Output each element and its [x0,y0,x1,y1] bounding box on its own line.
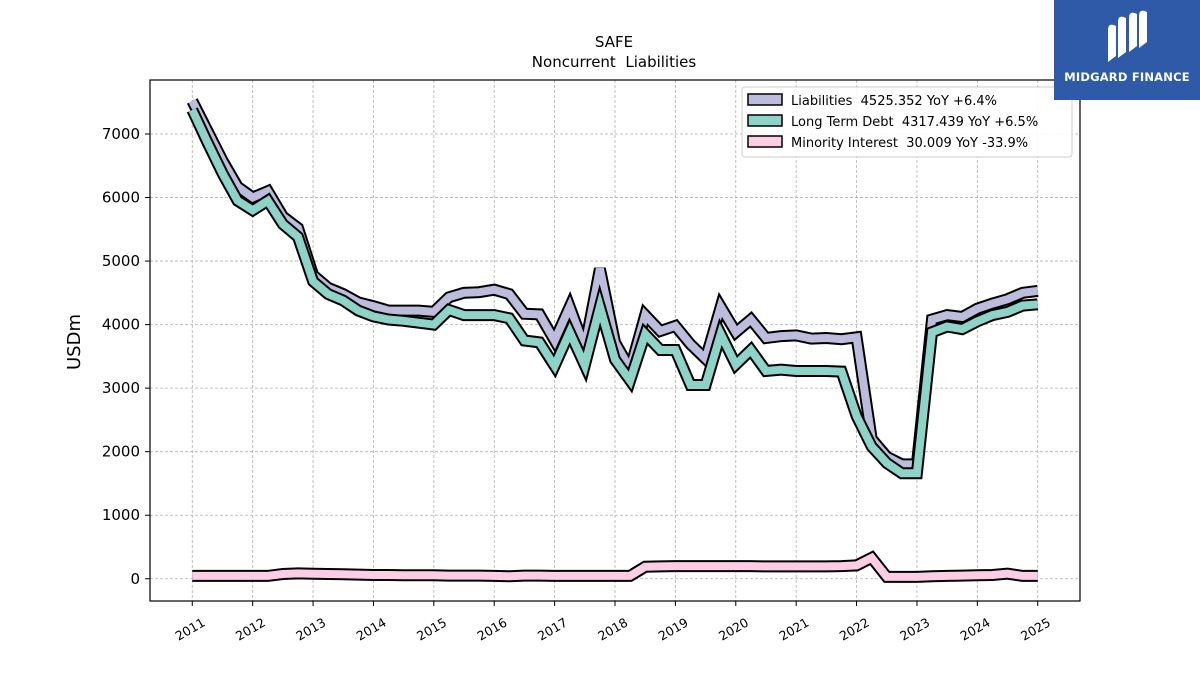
x-tick-label: 2024 [958,615,993,644]
x-tick-label: 2025 [1018,615,1053,644]
x-tick-label: 2019 [656,615,691,644]
legend-swatch-long-term-debt [747,114,783,127]
x-tick-label: 2016 [474,615,509,644]
legend-label-liabilities: Liabilities 4525.352 YoY +6.4% [791,94,997,109]
legend-entry: Minority Interest 30.009 YoY -33.9% [747,135,1028,151]
legend-swatch-liabilities [747,93,783,106]
legend-frame [741,86,1073,158]
logo-text: MIDGARD FINANCE [1064,70,1190,84]
x-tick-label: 2022 [837,615,872,644]
legend-label-minority-interest: Minority Interest 30.009 YoY -33.9% [791,136,1028,151]
x-tick-label: 2021 [776,615,811,644]
x-tick-label: 2018 [595,615,630,644]
legend-label-long-term-debt: Long Term Debt 4317.439 YoY +6.5% [791,115,1038,130]
legend: Liabilities 4525.352 YoY +6.4% Long Term… [741,86,1073,158]
y-tick-label: 4000 [102,316,140,334]
x-tick-label: 2012 [233,615,268,644]
x-tick-label: 2023 [897,615,932,644]
x-tick-label: 2015 [414,615,449,644]
legend-swatch-minority-interest [747,135,783,148]
x-tick-label: 2020 [716,615,751,644]
x-tick-label: 2014 [354,615,389,644]
x-tick-label: 2017 [535,615,570,644]
legend-entry: Liabilities 4525.352 YoY +6.4% [747,93,997,109]
midgard-logo-icon [1108,10,1147,63]
midgard-finance-logo: MIDGARD FINANCE [1054,0,1200,100]
y-tick-label: 7000 [102,125,140,143]
y-tick-label: 2000 [102,443,140,461]
y-tick-label: 3000 [102,379,140,397]
x-tick-label: 2011 [172,615,207,644]
y-tick-label: 1000 [102,506,140,524]
chart-title: SAFE [595,33,633,51]
legend-entry: Long Term Debt 4317.439 YoY +6.5% [747,114,1038,130]
y-axis-label: USDm [64,314,85,370]
chart-subtitle: Noncurrent Liabilities [532,53,697,71]
y-tick-label: 0 [130,570,140,588]
y-tick-label: 6000 [102,189,140,207]
series-lines [186,98,1039,583]
y-tick-label: 5000 [102,252,140,270]
x-tick-label: 2013 [293,615,328,644]
